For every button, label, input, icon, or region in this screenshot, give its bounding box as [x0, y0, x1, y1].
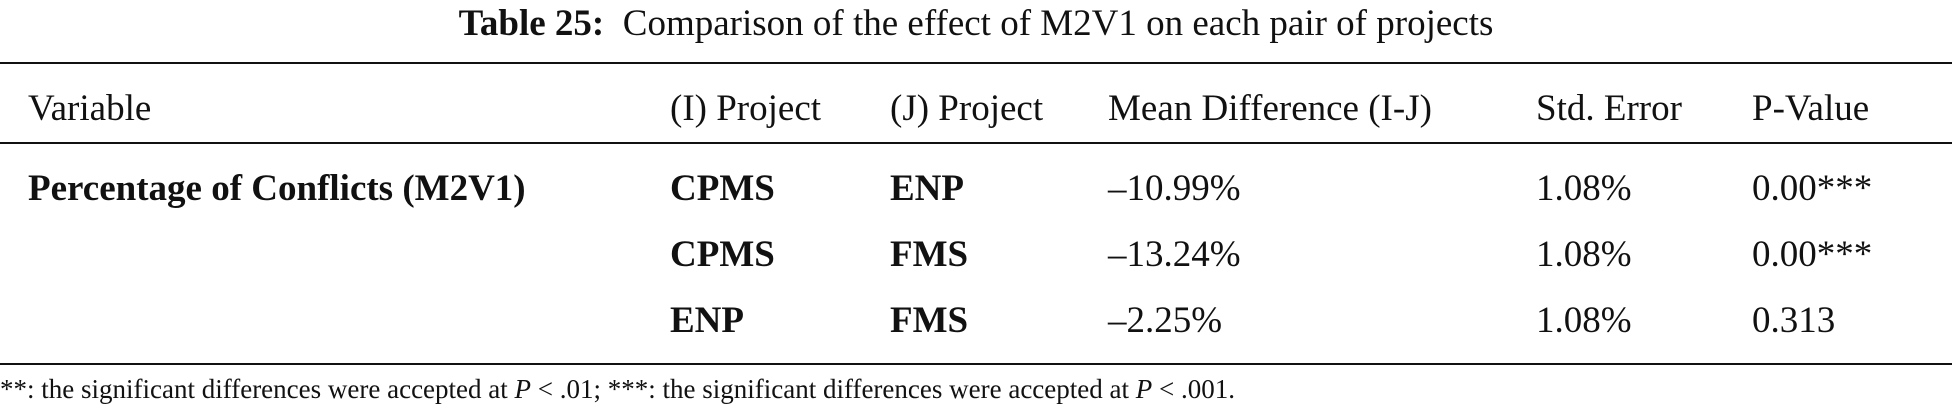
header-mean-difference: Mean Difference (I-J): [1108, 88, 1432, 129]
header-j-project: (J) Project: [890, 88, 1044, 129]
table-number: Table 25:: [458, 3, 605, 44]
header-std-error: Std. Error: [1536, 88, 1682, 129]
footnote-part-1: **: the significant differences were acc…: [0, 374, 515, 404]
table-title: Comparison of the effect of M2V1 on each…: [622, 3, 1494, 44]
header-i-project: (I) Project: [670, 88, 822, 129]
header-rule: [0, 142, 1952, 144]
row-2-p-value: 0.00***: [1752, 234, 1873, 275]
row-3-j-project: FMS: [890, 300, 969, 341]
row-2-mean-difference: –13.24%: [1108, 234, 1241, 275]
footnote-part-3: < .001.: [1152, 374, 1235, 404]
table-footnote: **: the significant differences were acc…: [0, 372, 1235, 406]
row-3-p-value: 0.313: [1752, 300, 1836, 341]
row-1-mean-difference: –10.99%: [1108, 168, 1241, 209]
footnote-p-symbol-2: P: [1135, 374, 1153, 404]
row-3-mean-difference: –2.25%: [1108, 300, 1223, 341]
row-1-i-project: CPMS: [670, 168, 775, 209]
row-1-j-project: ENP: [890, 168, 964, 209]
row-3-std-error: 1.08%: [1536, 300, 1632, 341]
row-2-j-project: FMS: [890, 234, 969, 275]
row-1-p-value: 0.00***: [1752, 168, 1873, 209]
top-rule: [0, 62, 1952, 64]
footnote-part-2: < .01; ***: the significant differences …: [531, 374, 1136, 404]
header-variable: Variable: [28, 88, 152, 129]
footnote-p-symbol-1: P: [514, 374, 532, 404]
header-p-value: P-Value: [1752, 88, 1870, 129]
variable-label: Percentage of Conflicts (M2V1): [28, 168, 526, 209]
bottom-rule: [0, 363, 1952, 365]
table-caption: Table 25: Comparison of the effect of M2…: [0, 0, 1952, 48]
row-2-std-error: 1.08%: [1536, 234, 1632, 275]
row-3-i-project: ENP: [670, 300, 744, 341]
row-1-std-error: 1.08%: [1536, 168, 1632, 209]
row-2-i-project: CPMS: [670, 234, 775, 275]
